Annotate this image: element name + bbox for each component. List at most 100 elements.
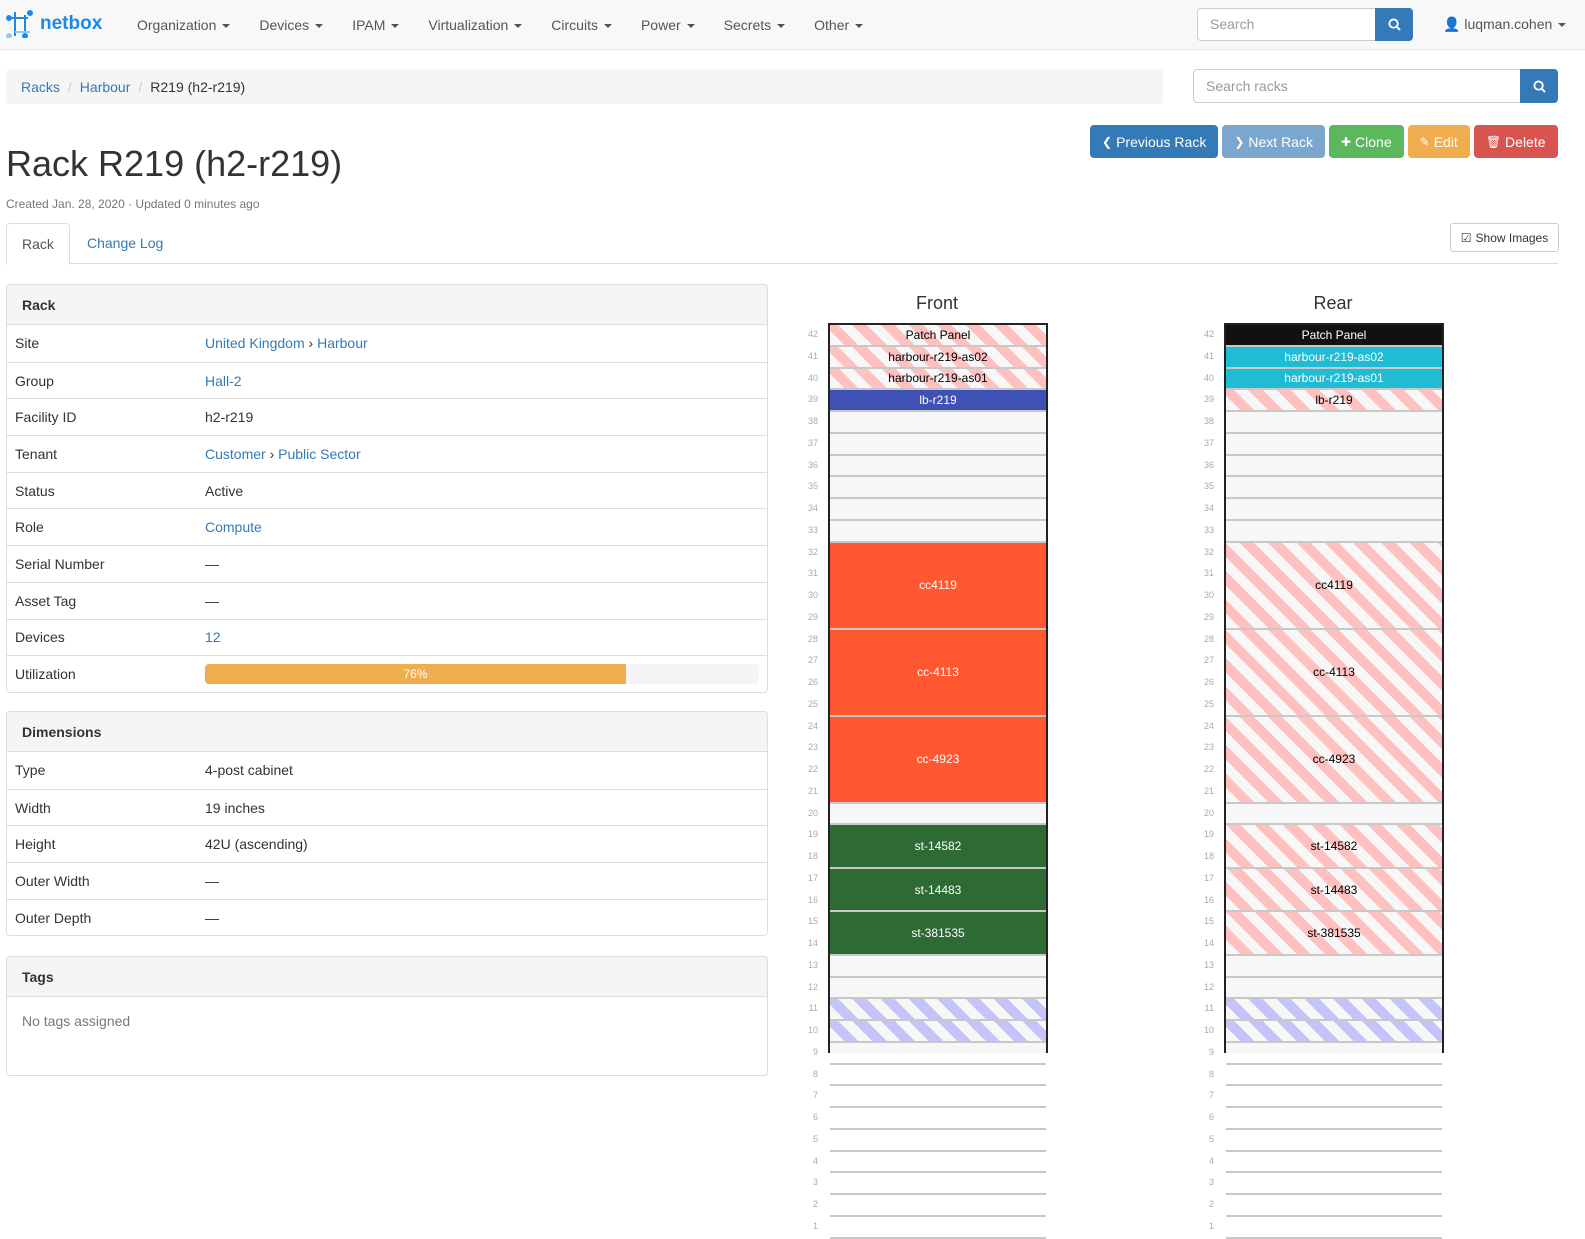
menu-power[interactable]: Power — [641, 17, 695, 33]
value-link[interactable]: Compute — [205, 519, 262, 536]
device-lb-r219[interactable]: lb-r219 — [830, 390, 1046, 412]
user-menu[interactable]: 👤 luqman.cohen — [1443, 16, 1567, 33]
empty-slot[interactable] — [1226, 412, 1442, 434]
device-st-14582[interactable]: st-14582 — [1226, 825, 1442, 869]
empty-slot[interactable] — [1226, 1065, 1442, 1087]
menu-virtualization[interactable]: Virtualization — [428, 17, 523, 33]
device-Patch Panel[interactable]: Patch Panel — [830, 325, 1046, 347]
row-value: — — [205, 555, 219, 572]
empty-slot[interactable] — [1226, 477, 1442, 499]
row-value: Hall-2 — [205, 373, 242, 389]
device-cc-4923[interactable]: cc-4923 — [830, 716, 1046, 804]
menu-devices[interactable]: Devices — [259, 17, 324, 33]
empty-slot[interactable] — [1226, 956, 1442, 978]
rack-search-input[interactable]: Search racks — [1193, 69, 1521, 103]
empty-slot[interactable] — [1226, 1195, 1442, 1217]
empty-slot[interactable] — [830, 1195, 1046, 1217]
empty-slot[interactable] — [1226, 1217, 1442, 1239]
netbox-logo[interactable]: netbox — [6, 10, 102, 38]
empty-slot[interactable] — [1226, 804, 1442, 826]
menu-organization[interactable]: Organization — [137, 17, 231, 33]
unit-number: 17 — [1203, 872, 1214, 883]
previous-rack-button[interactable]: ❮ Previous Rack — [1090, 125, 1219, 158]
empty-slot[interactable] — [830, 1152, 1046, 1174]
empty-slot[interactable] — [830, 499, 1046, 521]
empty-slot[interactable] — [1226, 1152, 1442, 1174]
global-search-button[interactable] — [1375, 8, 1413, 41]
empty-slot[interactable] — [830, 804, 1046, 826]
value-link[interactable]: Customer — [205, 445, 266, 462]
empty-slot[interactable] — [830, 1217, 1046, 1239]
device-cc4119[interactable]: cc4119 — [1226, 542, 1442, 630]
device-harbour-r219-as02[interactable]: harbour-r219-as02 — [1226, 346, 1442, 369]
reserved-unit[interactable] — [1226, 1021, 1442, 1043]
empty-slot[interactable] — [830, 1065, 1046, 1087]
value-link[interactable]: Public Sector — [278, 445, 361, 462]
reserved-unit[interactable] — [1226, 999, 1442, 1021]
empty-slot[interactable] — [830, 456, 1046, 478]
device-harbour-r219-as02[interactable]: harbour-r219-as02 — [830, 346, 1046, 369]
empty-slot[interactable] — [830, 412, 1046, 434]
reserved-unit[interactable] — [830, 999, 1046, 1021]
empty-slot[interactable] — [1226, 456, 1442, 478]
device-st-381535[interactable]: st-381535 — [1226, 912, 1442, 956]
unit-number: 15 — [1203, 916, 1214, 927]
empty-slot[interactable] — [1226, 978, 1442, 1000]
empty-slot[interactable] — [830, 1086, 1046, 1108]
menu-ipam[interactable]: IPAM — [352, 17, 400, 33]
device-harbour-r219-as01[interactable]: harbour-r219-as01 — [830, 368, 1046, 391]
breadcrumb-racks[interactable]: Racks — [21, 78, 60, 95]
device-cc-4113[interactable]: cc-4113 — [1226, 629, 1442, 717]
menu-other[interactable]: Other — [814, 17, 864, 33]
device-harbour-r219-as01[interactable]: harbour-r219-as01 — [1226, 368, 1442, 391]
menu-label: Organization — [137, 17, 217, 33]
rack-search-button[interactable] — [1520, 69, 1558, 103]
unit-number: 26 — [807, 677, 818, 687]
breadcrumb-current: R219 (h2-r219) — [150, 78, 246, 95]
device-st-381535[interactable]: st-381535 — [830, 912, 1046, 956]
device-st-14483[interactable]: st-14483 — [1226, 868, 1442, 913]
global-search-input[interactable]: Search — [1197, 8, 1376, 41]
empty-slot[interactable] — [830, 1108, 1046, 1130]
empty-slot[interactable] — [830, 1173, 1046, 1195]
empty-slot[interactable] — [830, 956, 1046, 978]
empty-slot[interactable] — [830, 521, 1046, 543]
empty-slot[interactable] — [1226, 434, 1442, 456]
delete-button[interactable]: 🗑 Delete — [1473, 125, 1558, 158]
device-Patch Panel[interactable]: Patch Panel — [1226, 325, 1442, 347]
empty-slot[interactable] — [1226, 1043, 1442, 1065]
tabs: Rack Change Log — [6, 223, 1558, 265]
empty-slot[interactable] — [830, 1043, 1046, 1065]
empty-slot[interactable] — [1226, 1086, 1442, 1108]
device-st-14483[interactable]: st-14483 — [830, 868, 1046, 913]
value-link[interactable]: 12 — [205, 629, 221, 646]
device-cc4119[interactable]: cc4119 — [830, 542, 1046, 630]
empty-slot[interactable] — [830, 978, 1046, 1000]
next-rack-button[interactable]: ❯ Next Rack — [1222, 125, 1325, 158]
tab-change-log[interactable]: Change Log — [87, 235, 164, 251]
breadcrumb-site[interactable]: Harbour — [79, 78, 131, 95]
device-cc-4923[interactable]: cc-4923 — [1226, 716, 1442, 804]
value-link[interactable]: Hall-2 — [205, 372, 242, 389]
tab-rack[interactable]: Rack — [6, 223, 70, 265]
empty-slot[interactable] — [830, 434, 1046, 456]
device-lb-r219[interactable]: lb-r219 — [1226, 390, 1442, 412]
device-cc-4113[interactable]: cc-4113 — [830, 629, 1046, 717]
empty-slot[interactable] — [1226, 1108, 1442, 1130]
empty-slot[interactable] — [1226, 521, 1442, 543]
edit-button[interactable]: ✎ Edit — [1407, 125, 1470, 158]
unit-number: 37 — [1203, 437, 1214, 448]
empty-slot[interactable] — [1226, 1173, 1442, 1195]
empty-slot[interactable] — [1226, 1130, 1442, 1152]
empty-slot[interactable] — [830, 1130, 1046, 1152]
device-st-14582[interactable]: st-14582 — [830, 825, 1046, 869]
clone-button[interactable]: ✚ Clone — [1328, 125, 1404, 158]
reserved-unit[interactable] — [830, 1021, 1046, 1043]
show-images-button[interactable]: ☑ Show Images — [1450, 223, 1559, 252]
menu-circuits[interactable]: Circuits — [551, 17, 612, 33]
value-link[interactable]: Harbour — [317, 335, 368, 352]
empty-slot[interactable] — [830, 477, 1046, 499]
empty-slot[interactable] — [1226, 499, 1442, 521]
menu-secrets[interactable]: Secrets — [724, 17, 786, 33]
value-link[interactable]: United Kingdom — [205, 335, 305, 352]
